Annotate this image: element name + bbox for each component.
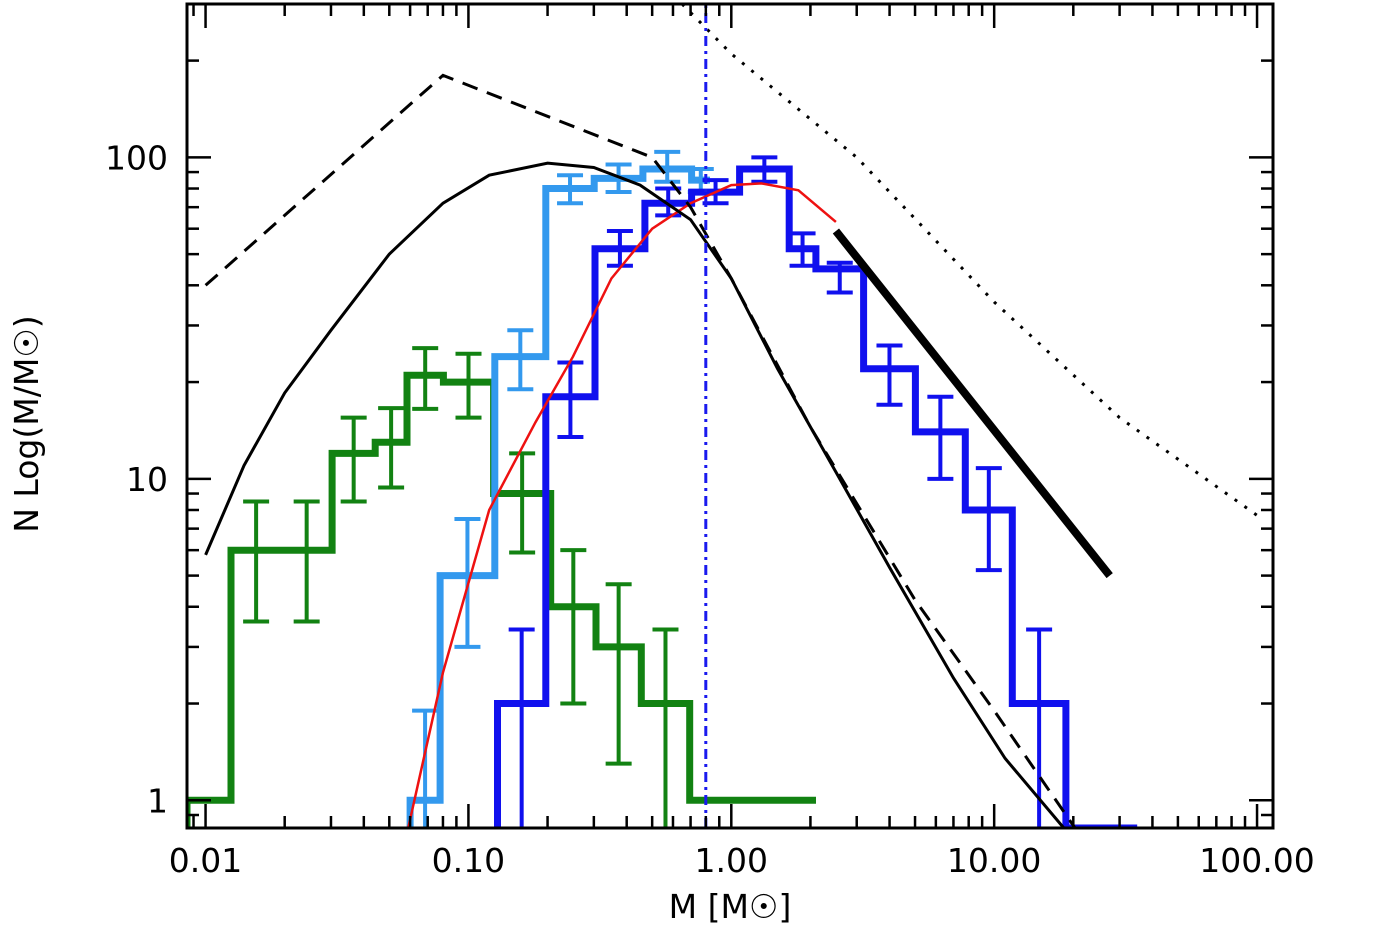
plot-area [187,4,1258,828]
y-tick-label: 100 [105,138,168,177]
histogram-blue [494,165,1138,828]
x-tick-label: 10.00 [947,841,1041,880]
x-tick-label: 0.01 [169,841,242,880]
y-tick-label: 1 [147,781,168,820]
dashed-curve [204,73,1077,828]
axis-ticks [187,2,1273,828]
y-axis-label: N Log(M/M☉) [7,315,46,533]
y-tick-label: 10 [126,460,168,499]
powerlaw-fit-line [832,228,1113,579]
histogram-light_blue [406,165,710,828]
lognormal-curve [204,161,1065,828]
x-tick-label: 0.10 [432,841,505,880]
histogram-green [187,371,816,828]
dotted-line [681,4,1258,517]
tick-labels: 0.01 0.10 1.00 10.00 100.00 1 10 100 [105,138,1315,880]
plot-frame [185,2,1275,830]
x-tick-label: 1.00 [695,841,768,880]
x-tick-label: 100.00 [1199,841,1314,880]
x-axis-label: M [M☉] [669,887,792,926]
model-curve-red [406,182,837,828]
